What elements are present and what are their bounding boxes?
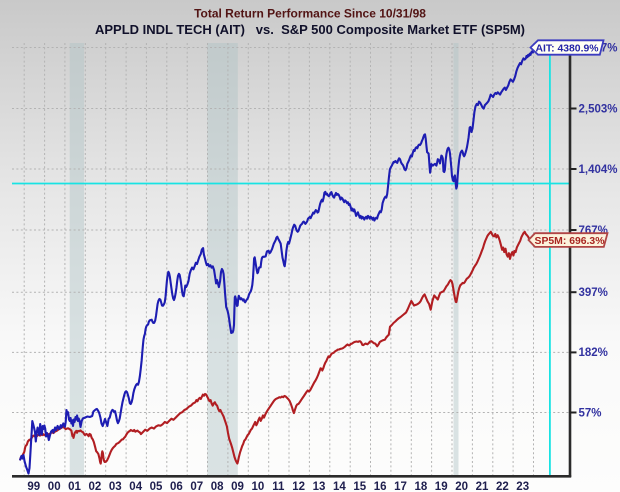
- svg-text:20: 20: [455, 481, 468, 492]
- svg-text:57%: 57%: [579, 407, 602, 419]
- svg-text:03: 03: [109, 481, 122, 492]
- svg-text:APPLD INDL TECH (AIT) vs. S: APPLD INDL TECH (AIT) vs. S&P 500 Compos…: [95, 22, 525, 37]
- svg-text:22: 22: [496, 481, 509, 492]
- svg-text:07: 07: [190, 481, 203, 492]
- svg-text:19: 19: [435, 481, 448, 492]
- svg-text:15: 15: [353, 481, 366, 492]
- svg-text:04: 04: [129, 481, 142, 492]
- svg-text:21: 21: [476, 481, 489, 492]
- svg-text:05: 05: [150, 481, 163, 492]
- svg-text:182%: 182%: [579, 347, 608, 359]
- svg-text:17: 17: [394, 481, 407, 492]
- svg-text:16: 16: [374, 481, 387, 492]
- svg-text:SP5M: 696.3%: SP5M: 696.3%: [535, 236, 605, 247]
- svg-text:AIT: 4380.9%: AIT: 4380.9%: [536, 43, 599, 54]
- svg-text:12: 12: [292, 481, 305, 492]
- svg-text:397%: 397%: [579, 287, 608, 299]
- svg-text:09: 09: [231, 481, 244, 492]
- svg-text:13: 13: [313, 481, 326, 492]
- svg-text:02: 02: [89, 481, 102, 492]
- svg-text:14: 14: [333, 481, 346, 492]
- svg-text:08: 08: [211, 481, 224, 492]
- svg-text:99: 99: [27, 481, 40, 492]
- svg-text:11: 11: [272, 481, 285, 492]
- svg-text:18: 18: [415, 481, 428, 492]
- svg-text:2,503%: 2,503%: [579, 103, 618, 115]
- svg-text:Total Return Performance Since: Total Return Performance Since 10/31/98: [194, 7, 426, 21]
- svg-text:1,404%: 1,404%: [579, 164, 618, 176]
- svg-text:10: 10: [252, 481, 265, 492]
- svg-text:01: 01: [68, 481, 81, 492]
- svg-text:23: 23: [516, 481, 529, 492]
- svg-text:06: 06: [170, 481, 183, 492]
- svg-text:00: 00: [48, 481, 61, 492]
